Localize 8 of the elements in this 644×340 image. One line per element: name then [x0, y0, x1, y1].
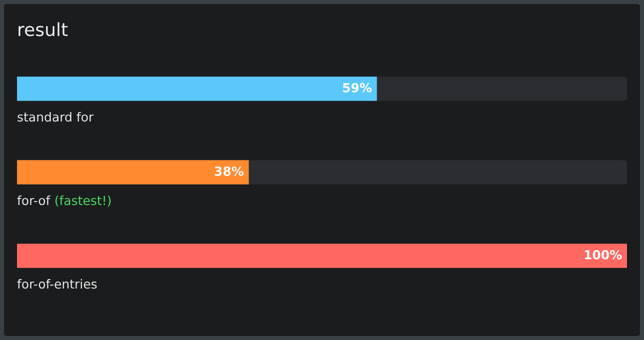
data-label: 100%: [584, 250, 622, 260]
y-tick-label: standard for: [18, 112, 94, 122]
data-label: 59%: [343, 82, 372, 92]
y-tick-label: for-of-entries: [17, 279, 97, 289]
annotation: (fastest!): [55, 195, 111, 207]
chart-title: result: [18, 22, 68, 36]
y-tick-label: for-of: [17, 195, 50, 206]
data-label: 38%: [214, 166, 244, 176]
